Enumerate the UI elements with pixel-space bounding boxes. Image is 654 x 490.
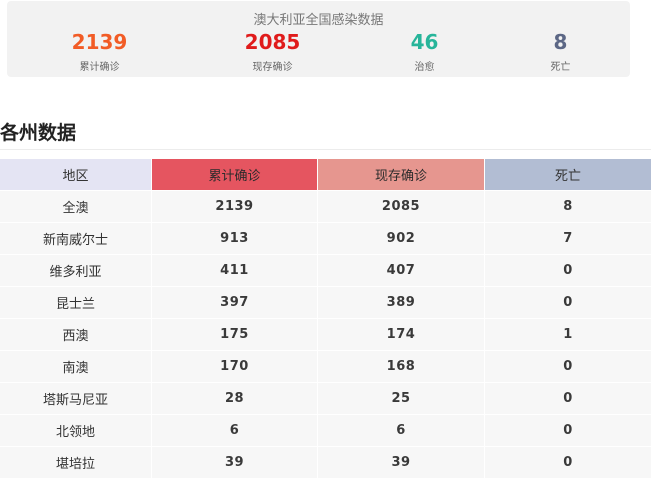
table-row: 维多利亚 411 407 0 xyxy=(0,254,651,286)
stat-value: 8 xyxy=(553,30,568,54)
section-title: 各州数据 xyxy=(0,122,77,144)
cell-total-confirmed: 397 xyxy=(152,286,318,318)
table-row: 西澳 175 174 1 xyxy=(0,318,651,350)
cell-deaths: 0 xyxy=(485,414,651,446)
cell-current-confirmed: 6 xyxy=(318,414,485,446)
cell-current-confirmed: 407 xyxy=(318,254,485,286)
table-row: 全澳 2139 2085 8 xyxy=(0,190,651,222)
table-row: 北领地 6 6 0 xyxy=(0,414,651,446)
cell-total-confirmed: 2139 xyxy=(152,190,318,222)
column-header-deaths[interactable]: 死亡 xyxy=(485,159,651,190)
cell-deaths: 0 xyxy=(485,254,651,286)
cell-area: 西澳 xyxy=(0,318,152,350)
stat-total-confirmed: 2139 累计确诊 xyxy=(22,29,177,73)
cell-area: 北领地 xyxy=(0,414,152,446)
cell-deaths: 1 xyxy=(485,318,651,350)
stat-value: 2139 xyxy=(71,30,128,54)
summary-card: 澳大利亚全国感染数据 2139 累计确诊 2085 现存确诊 46 治愈 8 死… xyxy=(7,1,630,77)
column-header-total-confirmed[interactable]: 累计确诊 xyxy=(152,159,318,190)
cell-total-confirmed: 175 xyxy=(152,318,318,350)
cell-total-confirmed: 170 xyxy=(152,350,318,382)
stat-label: 累计确诊 xyxy=(79,62,120,73)
stat-label: 死亡 xyxy=(550,62,571,73)
stat-current-confirmed: 2085 现存确诊 xyxy=(195,29,350,73)
cell-current-confirmed: 389 xyxy=(318,286,485,318)
stat-value: 46 xyxy=(410,30,439,54)
cell-current-confirmed: 39 xyxy=(318,446,485,478)
table-row: 新南威尔士 913 902 7 xyxy=(0,222,651,254)
table-row: 南澳 170 168 0 xyxy=(0,350,651,382)
table-row: 昆士兰 397 389 0 xyxy=(0,286,651,318)
section-divider xyxy=(0,149,651,150)
table-header-row: 地区 累计确诊 现存确诊 死亡 xyxy=(0,159,651,190)
summary-title: 澳大利亚全国感染数据 xyxy=(253,13,384,28)
cell-total-confirmed: 411 xyxy=(152,254,318,286)
cell-total-confirmed: 28 xyxy=(152,382,318,414)
column-header-current-confirmed[interactable]: 现存确诊 xyxy=(318,159,485,190)
cell-current-confirmed: 2085 xyxy=(318,190,485,222)
table-row: 塔斯马尼亚 28 25 0 xyxy=(0,382,651,414)
cell-current-confirmed: 902 xyxy=(318,222,485,254)
cell-area: 堪培拉 xyxy=(0,446,152,478)
cell-total-confirmed: 6 xyxy=(152,414,318,446)
cell-deaths: 0 xyxy=(485,446,651,478)
cell-deaths: 0 xyxy=(485,382,651,414)
stat-deaths: 8 死亡 xyxy=(483,29,638,73)
cell-total-confirmed: 39 xyxy=(152,446,318,478)
stat-recovered: 46 治愈 xyxy=(347,29,502,73)
cell-current-confirmed: 25 xyxy=(318,382,485,414)
cell-current-confirmed: 168 xyxy=(318,350,485,382)
cell-area: 塔斯马尼亚 xyxy=(0,382,152,414)
cell-deaths: 7 xyxy=(485,222,651,254)
cell-current-confirmed: 174 xyxy=(318,318,485,350)
cell-area: 维多利亚 xyxy=(0,254,152,286)
stat-label: 治愈 xyxy=(414,62,435,73)
cell-area: 南澳 xyxy=(0,350,152,382)
cell-deaths: 0 xyxy=(485,286,651,318)
cell-area: 昆士兰 xyxy=(0,286,152,318)
stat-label: 现存确诊 xyxy=(252,62,293,73)
cell-deaths: 8 xyxy=(485,190,651,222)
cell-total-confirmed: 913 xyxy=(152,222,318,254)
cell-area: 全澳 xyxy=(0,190,152,222)
table-row: 堪培拉 39 39 0 xyxy=(0,446,651,478)
state-data-table: 地区 累计确诊 现存确诊 死亡 全澳 2139 2085 8 新南威尔士 913… xyxy=(0,159,651,478)
stat-value: 2085 xyxy=(244,30,301,54)
column-header-area[interactable]: 地区 xyxy=(0,159,152,190)
cell-deaths: 0 xyxy=(485,350,651,382)
cell-area: 新南威尔士 xyxy=(0,222,152,254)
